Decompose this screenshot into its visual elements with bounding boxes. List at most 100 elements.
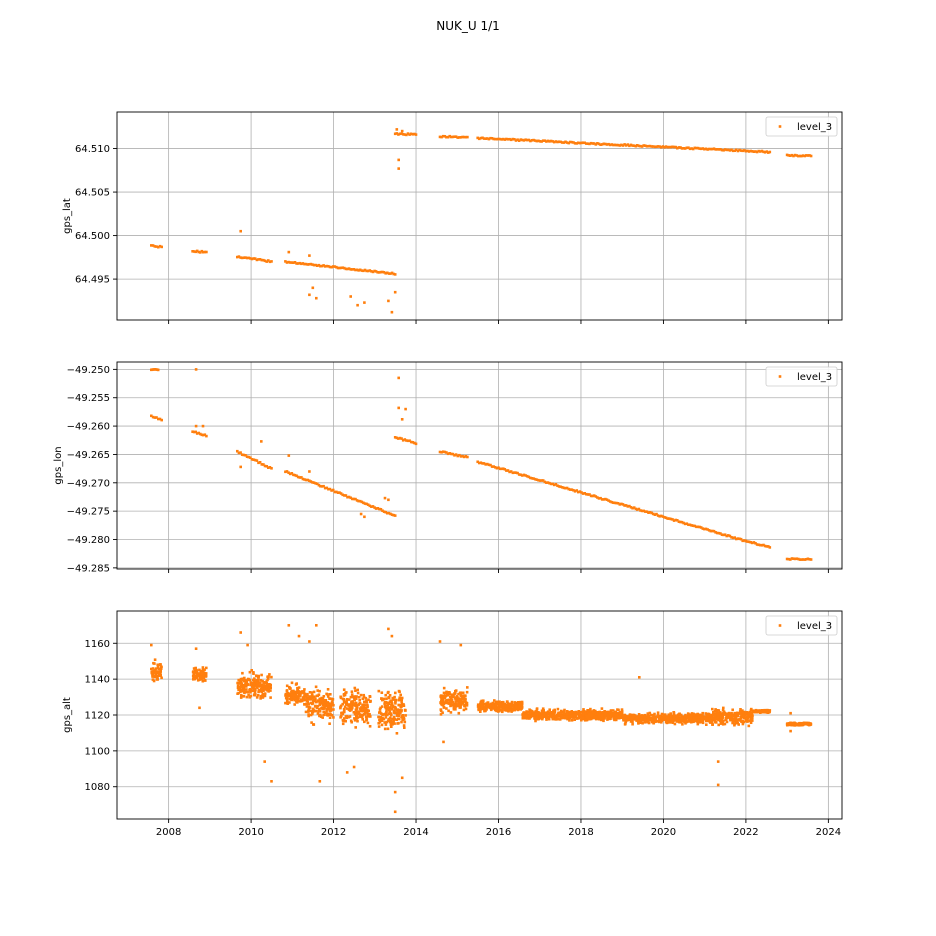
data-point: [363, 711, 367, 714]
data-point: [479, 700, 483, 704]
data-point: [803, 154, 806, 158]
data-point: [371, 270, 375, 274]
data-point: [591, 710, 594, 713]
data-point: [323, 704, 326, 708]
data-point: [205, 250, 208, 254]
data-point: [687, 146, 690, 149]
data-point: [350, 690, 354, 693]
data-point: [449, 701, 453, 705]
data-point: [696, 721, 700, 724]
data-point: [191, 430, 194, 433]
data-point: [577, 141, 580, 145]
data-point: [615, 143, 618, 147]
data-point: [699, 147, 703, 151]
data-point: [645, 145, 649, 148]
y-axis-label: gps_lat: [62, 198, 73, 234]
data-point: [270, 467, 273, 470]
data-point: [446, 452, 450, 456]
data-point: [576, 711, 579, 715]
series-level_3: [150, 368, 813, 561]
data-point: [308, 696, 312, 700]
legend: level_3: [765, 116, 838, 137]
data-point: [287, 692, 291, 696]
x-tick-label: 2016: [486, 827, 511, 838]
data-point: [305, 705, 309, 708]
data-point: [607, 142, 610, 146]
data-point: [734, 713, 738, 716]
data-point: [541, 139, 545, 142]
data-point: [707, 717, 710, 721]
data-point: [341, 493, 344, 497]
data-point: [587, 716, 591, 719]
data-point: [452, 706, 456, 709]
data-point: [450, 698, 453, 701]
data-point: [499, 708, 502, 711]
data-point: [721, 716, 724, 719]
data-point: [339, 492, 343, 495]
data-point: [323, 711, 327, 714]
data-point: [739, 712, 743, 715]
data-point: [715, 148, 719, 151]
data-point: [458, 453, 461, 457]
data-point: [307, 708, 311, 711]
data-point: [711, 529, 714, 533]
data-point: [597, 717, 601, 721]
data-point: [559, 485, 562, 489]
data-point: [806, 722, 810, 726]
data-point: [704, 527, 708, 531]
data-point: [344, 719, 347, 723]
data-point: [270, 780, 273, 783]
data-point: [592, 716, 596, 720]
data-point: [508, 705, 511, 709]
data-point: [482, 137, 486, 140]
data-point: [719, 722, 723, 725]
data-point: [500, 138, 503, 141]
data-point: [660, 721, 663, 724]
data-point: [600, 714, 604, 717]
data-point: [537, 711, 540, 714]
data-point: [631, 720, 634, 723]
data-point: [613, 143, 617, 147]
data-point: [285, 470, 289, 473]
data-point: [511, 137, 515, 141]
data-point: [533, 711, 537, 714]
data-point: [345, 700, 348, 704]
data-point: [393, 722, 396, 725]
data-point: [308, 640, 311, 643]
data-point: [730, 536, 733, 539]
data-point: [749, 713, 752, 717]
data-point: [522, 713, 525, 717]
data-point: [341, 712, 345, 716]
data-point: [296, 262, 300, 265]
data-point: [361, 703, 364, 707]
data-point: [682, 521, 685, 525]
data-point: [611, 712, 614, 715]
data-point: [359, 512, 363, 516]
data-point: [795, 557, 798, 560]
data-point: [298, 476, 302, 479]
data-point: [397, 698, 400, 702]
data-point: [201, 666, 205, 669]
data-point: [626, 143, 630, 146]
data-point: [586, 709, 589, 712]
data-point: [329, 706, 333, 710]
data-point: [709, 147, 713, 151]
data-point: [768, 150, 772, 154]
data-point: [674, 145, 677, 149]
data-point: [518, 703, 521, 707]
data-point: [766, 711, 769, 714]
data-point: [765, 545, 768, 548]
data-point: [355, 707, 359, 711]
data-point: [521, 474, 524, 477]
data-point: [496, 701, 500, 705]
data-point: [785, 557, 789, 561]
data-point: [669, 145, 673, 149]
data-point: [478, 461, 481, 465]
data-point: [358, 268, 362, 272]
data-point: [747, 724, 751, 728]
data-point: [285, 694, 289, 697]
data-point: [288, 261, 292, 264]
data-point: [156, 676, 159, 679]
data-point: [390, 713, 393, 717]
